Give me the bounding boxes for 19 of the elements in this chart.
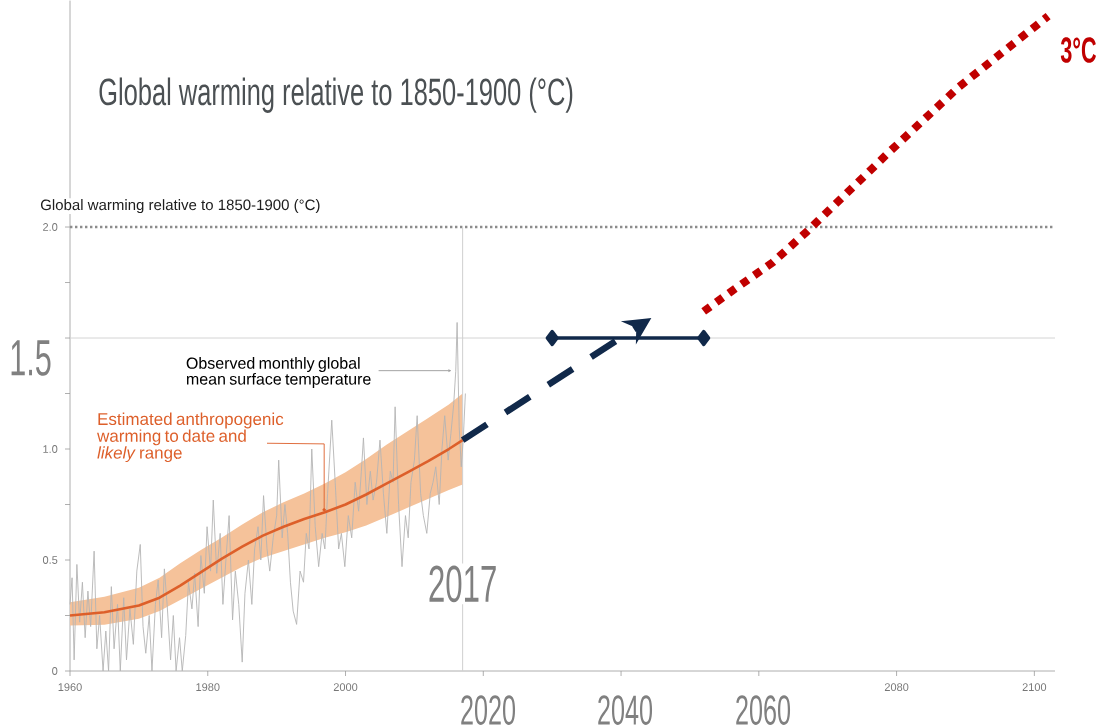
text: Estimated anthropogenic warming to date and likely range xyxy=(97,412,284,463)
annotation: 3°C xyxy=(1060,37,1096,63)
y-tick-label: 1.0 xyxy=(43,445,58,453)
text: 2020 xyxy=(461,695,516,725)
text: Global warming relative to 1850-1900 (°C) xyxy=(99,77,573,113)
y-tick-label: 0 xyxy=(52,667,58,675)
y-axis-title: Global warming relative to 1850-1900 (°C) xyxy=(40,199,320,214)
x-tick-label: 2080 xyxy=(884,683,909,691)
y-tick-label: 0.5 xyxy=(42,556,58,564)
ref-line-label: 2017 xyxy=(429,565,496,603)
x-tick-label: 1980 xyxy=(196,683,220,691)
x-tick-label: 2100 xyxy=(1022,683,1047,691)
series-label: Observed monthly global mean surface temperature xyxy=(186,357,371,388)
x-tick-label: 2000 xyxy=(333,683,358,691)
y-tick-label: 2.0 xyxy=(43,223,58,231)
x-tick-label: 1960 xyxy=(58,683,82,691)
text: 2060 xyxy=(736,695,791,725)
text: 1.5 xyxy=(11,340,51,376)
text: 2040 xyxy=(598,695,653,725)
